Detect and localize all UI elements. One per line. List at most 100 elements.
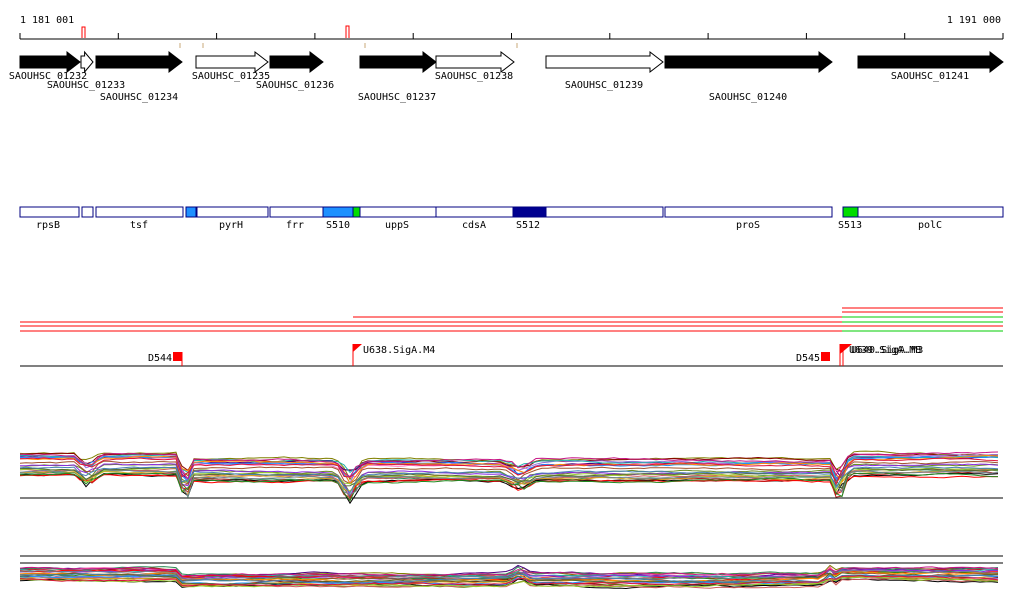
expression-profile-track-lower [19, 555, 1003, 590]
gene-saouhsc_01237[interactable]: SAOUHSC_01237 [358, 50, 437, 103]
gene-saouhsc_01232[interactable]: SAOUHSC_01232 [9, 50, 87, 82]
segment-unnamed-3[interactable] [185, 206, 197, 218]
gene-arrow-icon [80, 50, 94, 74]
segment-pyrh[interactable]: pyrH [196, 206, 269, 231]
segment-box [81, 206, 94, 218]
gene-arrow-icon [95, 50, 183, 74]
gene-arrow-icon [19, 50, 81, 74]
segment-label: rpsB [36, 220, 60, 231]
segment-unnamed-1[interactable] [81, 206, 94, 218]
segment-frr[interactable]: frr [269, 206, 324, 231]
segment-polc[interactable]: polC [857, 206, 1004, 231]
feature-label: U639.SigA.M8 [849, 345, 921, 356]
signal-track [20, 307, 1003, 332]
gene-saouhsc_01241[interactable]: SAOUHSC_01241 [857, 50, 1004, 82]
gene-arrow-icon [269, 50, 324, 74]
segment-box [842, 206, 859, 218]
segment-box [435, 206, 514, 218]
segment-label: polC [918, 220, 942, 231]
gene-arrow-icon [857, 50, 1004, 74]
expression-trace [19, 466, 999, 494]
segment-label: pyrH [219, 220, 243, 231]
segment-tsf[interactable]: tsf [95, 206, 184, 231]
expression-trace [19, 451, 999, 480]
segment-box [545, 206, 664, 218]
gene-saouhsc_01240[interactable]: SAOUHSC_01240 [664, 50, 833, 103]
gene-saouhsc_01235[interactable]: SAOUHSC_01235 [192, 50, 270, 82]
axis-mark [81, 26, 86, 38]
expression-profile-track-upper [19, 450, 1003, 505]
segment-cdsa[interactable]: cdsA [435, 206, 514, 231]
segment-box [857, 206, 1004, 218]
gene-saouhsc_01239[interactable]: SAOUHSC_01239 [545, 50, 664, 91]
segment-label: S510 [326, 220, 350, 231]
feature-label: U640.SigA.M3 [851, 345, 923, 356]
feature-u638[interactable]: U638.SigA.M4 [352, 344, 435, 366]
feature-flag-icon [821, 352, 830, 361]
segment-box [664, 206, 833, 218]
gene-label: SAOUHSC_01234 [100, 92, 178, 103]
segment-label: frr [286, 220, 304, 231]
segment-box [322, 206, 354, 218]
expression-trace [19, 573, 999, 584]
feature-label: U638.SigA.M4 [363, 345, 435, 356]
expression-trace [19, 452, 999, 473]
feature-u640[interactable]: U640.SigA.M3 [842, 344, 923, 366]
segment-label: proS [736, 220, 760, 231]
expression-trace [19, 457, 999, 486]
expression-trace [19, 576, 999, 589]
segment-box [185, 206, 197, 218]
segment-box [269, 206, 324, 218]
segment-box [19, 206, 80, 218]
axis-ticks [19, 33, 1004, 39]
segment-box [352, 206, 361, 218]
expression-trace [19, 466, 999, 491]
gene-arrow-icon [545, 50, 664, 74]
axis-mark [345, 25, 350, 38]
segment-box [95, 206, 184, 218]
segment-unnamed-7[interactable] [352, 206, 361, 218]
segment-box [196, 206, 269, 218]
gene-label: SAOUHSC_01239 [565, 80, 643, 91]
gene-label: SAOUHSC_01238 [435, 71, 513, 82]
gene-label: SAOUHSC_01237 [358, 92, 436, 103]
feature-d545[interactable]: D545 [796, 352, 830, 364]
feature-d544[interactable]: D544 [148, 352, 183, 366]
segment-label: uppS [385, 220, 409, 231]
feature-label: D544 [148, 353, 172, 364]
segment-box [512, 206, 547, 218]
expression-trace [19, 472, 998, 502]
segment-upps[interactable]: uppS [359, 206, 437, 231]
expression-trace [20, 575, 999, 588]
axis-end-label: 1 191 000 [947, 15, 1001, 26]
gene-saouhsc_01238[interactable]: SAOUHSC_01238 [435, 50, 515, 82]
feature-track: D544 U638.SigA.M4 D545 U639.SigA.M8 U640… [20, 344, 1003, 367]
gene-arrow-icon [435, 50, 515, 74]
segment-rpsb[interactable]: rpsB [19, 206, 80, 231]
feature-flag-icon [353, 344, 362, 352]
segment-pros[interactable]: proS [664, 206, 833, 231]
segment-label: S513 [838, 220, 862, 231]
segment-track: rpsB tsf pyrH frr S510 uppS cdsA S512 proS S513 po… [19, 206, 1004, 231]
segment-s512[interactable]: S512 [512, 206, 547, 231]
gene-label: SAOUHSC_01235 [192, 71, 270, 82]
expression-trace [19, 566, 999, 577]
gene-arrow-icon [664, 50, 833, 74]
segment-label: S512 [516, 220, 540, 231]
expression-trace [19, 575, 999, 587]
gene-saouhsc_01234[interactable]: SAOUHSC_01234 [95, 50, 183, 103]
gene-saouhsc_01236[interactable]: SAOUHSC_01236 [256, 50, 334, 91]
gene-arrow-icon [195, 50, 269, 74]
gene-arrow-icon [359, 50, 437, 74]
feature-label: D545 [796, 353, 820, 364]
gene-label: SAOUHSC_01240 [709, 92, 787, 103]
segment-unnamed-11[interactable] [545, 206, 664, 218]
gene-label: SAOUHSC_01241 [891, 71, 969, 82]
segment-s510[interactable]: S510 [322, 206, 354, 231]
segment-label: tsf [130, 220, 148, 231]
segment-box [359, 206, 437, 218]
segment-label: cdsA [462, 220, 486, 231]
gene-saouhsc_01233[interactable]: SAOUHSC_01233 [47, 50, 125, 91]
